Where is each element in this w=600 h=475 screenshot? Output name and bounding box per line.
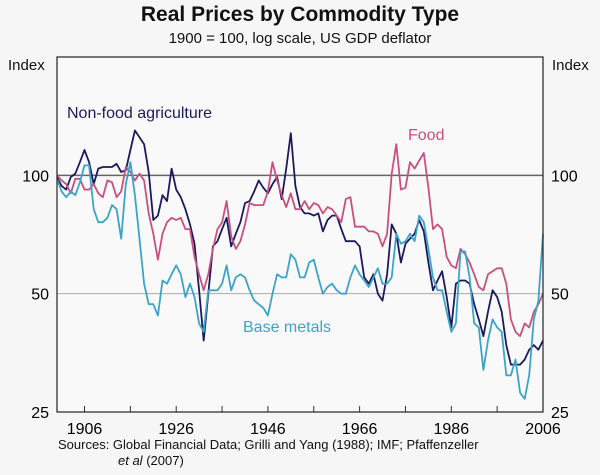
- x-tick-label: 2006: [525, 421, 561, 438]
- x-tick-label: 1966: [342, 421, 378, 438]
- x-tick-label: 1926: [158, 421, 194, 438]
- chart-title: Real Prices by Commodity Type: [140, 3, 460, 26]
- y-axis-label-left: Index: [8, 57, 45, 74]
- series-label: Food: [408, 127, 444, 144]
- sources-suffix: (2007): [142, 453, 184, 468]
- plot-frame: [56, 56, 544, 413]
- x-tick-label: 1906: [67, 421, 103, 438]
- chart-subtitle: 1900 = 100, log scale, US GDP deflator: [168, 30, 432, 47]
- y-axis-label-right: Index: [552, 57, 589, 74]
- y-tick-label-left: 25: [31, 405, 49, 422]
- y-tick-label-left: 100: [22, 168, 49, 185]
- y-tick-label-left: 50: [31, 287, 49, 304]
- plot-area: [57, 57, 543, 412]
- sources-text: Sources: Global Financial Data; Grilli a…: [58, 437, 479, 452]
- y-tick-label-right: 50: [551, 287, 569, 304]
- series-label: Non-food agriculture: [67, 105, 212, 122]
- y-tick-label-right: 100: [551, 168, 578, 185]
- y-tick-label-right: 25: [551, 405, 569, 422]
- sources-note: Sources: Global Financial Data; Grilli a…: [58, 437, 479, 469]
- x-tick-label: 1946: [250, 421, 286, 438]
- series-line-non-food-agriculture: [56, 129, 544, 366]
- series-label: Base metals: [243, 319, 331, 336]
- series-line-base-metals: [56, 161, 544, 400]
- sources-italic: et al: [118, 453, 143, 468]
- x-tick-label: 1986: [434, 421, 470, 438]
